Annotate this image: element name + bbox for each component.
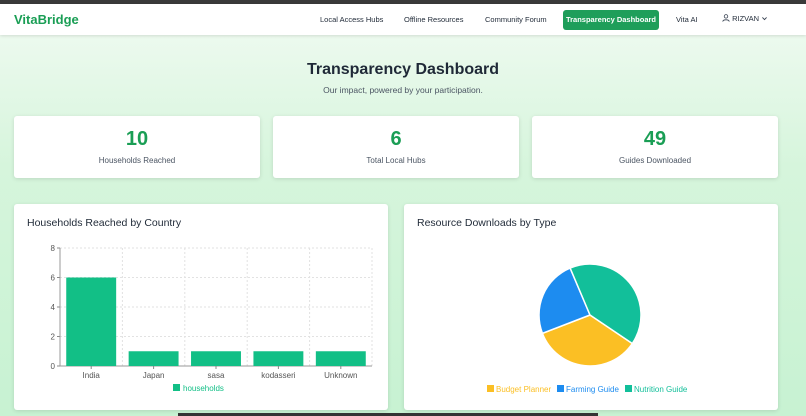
chevron-down-icon [762,17,768,21]
stat-value: 10 [125,128,149,150]
pie-chart-title: Resource Downloads by Type [417,217,557,229]
nav-transparency-dashboard[interactable]: Transparency Dashboard [563,10,659,30]
window-top-strip [0,0,806,4]
nav-local-access-hubs[interactable]: Local Access Hubs [320,15,384,24]
stat-card-local-hubs: 6 Total Local Hubs [273,116,519,178]
pie-chart: Budget Planner Farming Guide Nutrition Gui… [487,263,688,394]
stat-value: 49 [643,128,667,150]
bar-chart-title: Households Reached by Country [27,217,182,229]
y-tick-label: 0 [51,362,56,371]
legend-swatch [625,385,632,392]
y-tick-label: 6 [51,274,56,283]
bar-japan[interactable] [128,351,179,366]
legend-swatch [557,385,564,392]
user-name: RIZVAN [732,14,760,23]
bar-sasa[interactable] [191,351,241,366]
stat-card-guides: 49 Guides Downloaded [532,116,778,178]
user-icon [722,14,730,22]
page-subtitle: Our impact, powered by your participatio… [323,85,483,95]
legend-label[interactable]: Budget Planner [496,385,551,394]
stat-card-households: 10 Households Reached [14,116,260,178]
x-tick-label: Unknown [324,371,357,380]
y-tick-label: 2 [51,333,56,342]
pie-slice-budget-planner[interactable] [541,314,634,367]
stat-value: 6 [390,128,402,150]
navbar: VitaBridge Local Access Hubs Offline Res… [0,4,806,35]
panel-households-by-country: Households Reached by Country 0 2 4 6 8 India… [14,204,388,410]
stat-label: Guides Downloaded [618,156,692,165]
brand-logo[interactable]: VitaBridge [14,12,79,27]
window-bottom-strip [178,413,598,416]
nav-community-forum[interactable]: Community Forum [485,15,547,24]
nav-offline-resources[interactable]: Offline Resources [404,15,464,24]
stat-label: Households Reached [98,156,176,165]
legend-label[interactable]: Farming Guide [566,385,619,394]
legend-label[interactable]: Nutrition Guide [634,385,688,394]
pie-slice-nutrition-guide[interactable] [569,263,642,345]
bar-india[interactable] [66,277,117,367]
panel-resource-downloads: Resource Downloads by Type Budget Planne… [404,204,778,410]
bar-kodasseri[interactable] [253,351,304,366]
x-tick-label: sasa [208,371,225,380]
y-tick-label: 8 [51,244,56,253]
x-tick-label: Japan [143,371,165,380]
y-tick-label: 4 [51,303,56,312]
legend-swatch [173,384,180,391]
x-tick-label: kodasseri [261,371,295,380]
x-tick-label: India [83,371,101,380]
legend-swatch [487,385,494,392]
bar-unknown[interactable] [315,351,366,366]
stat-label: Total Local Hubs [366,156,426,165]
user-menu[interactable]: RIZVAN [722,14,768,23]
nav-vita-ai[interactable]: Vita AI [676,15,698,24]
pie-slice-farming-guide[interactable] [538,267,591,335]
legend-label[interactable]: households [183,384,224,393]
page-title: Transparency Dashboard [306,61,500,78]
bar-chart: 0 2 4 6 8 India Japan sasa kodasseri Unknown house… [51,244,373,393]
